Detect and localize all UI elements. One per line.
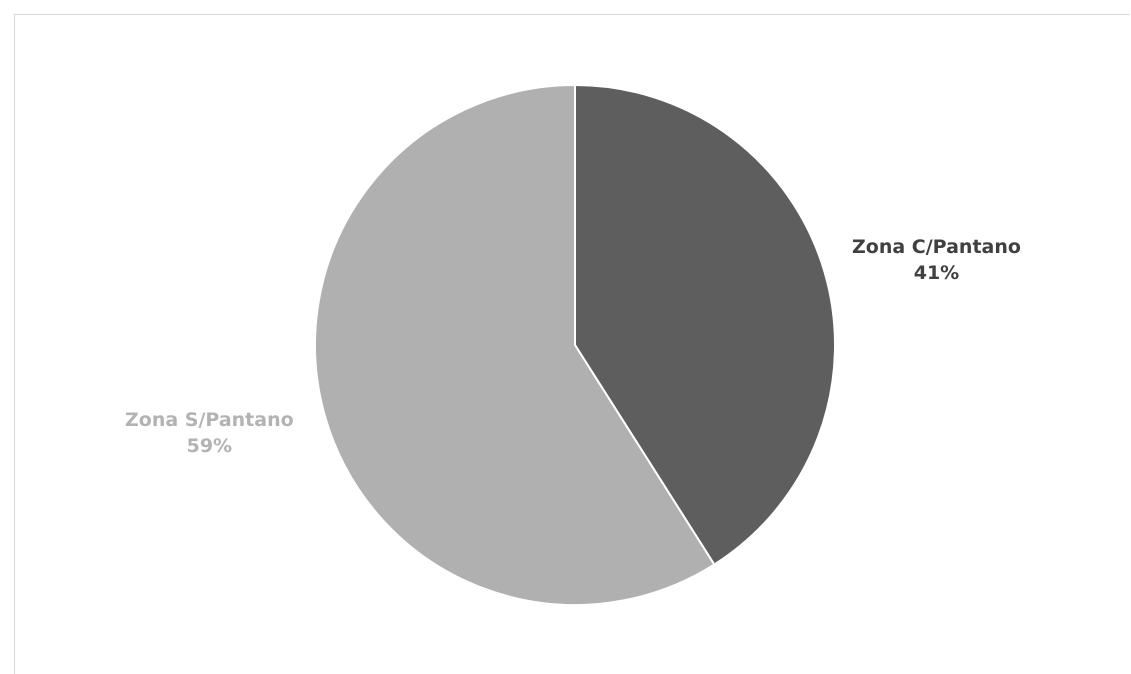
data-label-name: Zona S/Pantano [125,409,294,431]
pie-slice-zona-c-pantano [574,83,836,566]
data-label-percent: 59% [186,435,233,457]
data-label-zona-s-pantano: Zona S/Pantano 59% [125,407,294,459]
data-label-name: Zona C/Pantano [852,236,1021,258]
data-label-percent: 41% [913,262,960,284]
data-label-zona-c-pantano: Zona C/Pantano 41% [852,234,1021,286]
pie-slice-zona-s-pantano [314,83,716,606]
